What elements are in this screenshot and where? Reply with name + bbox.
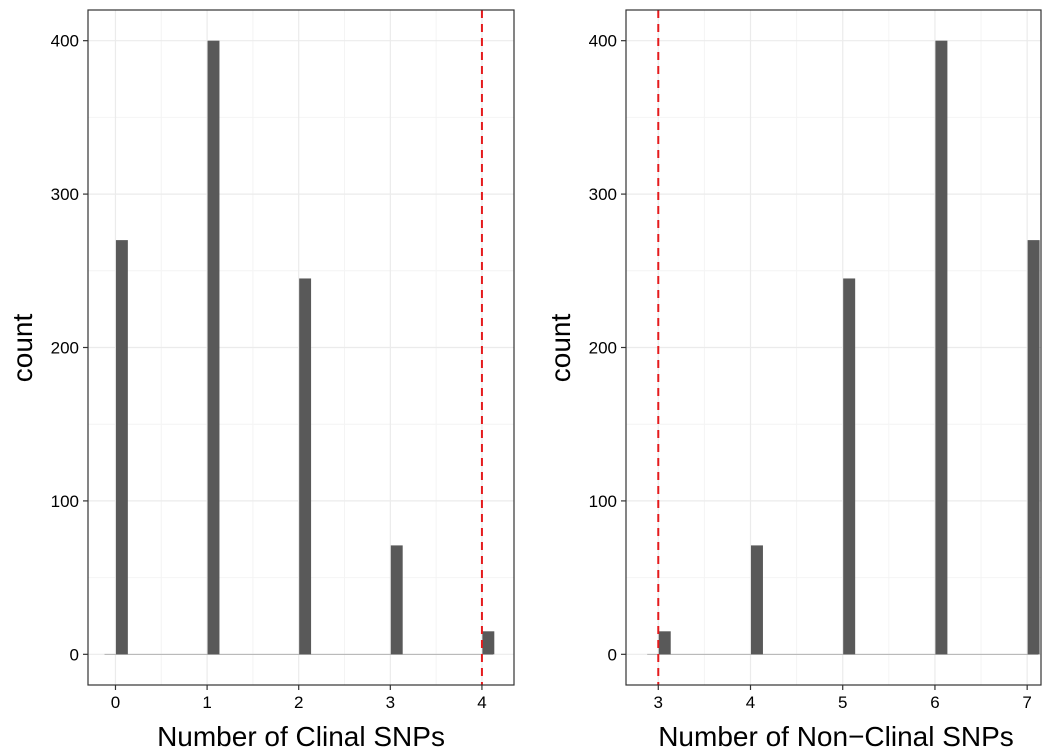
left-bar-4: [482, 631, 495, 655]
right-bar-7: [1027, 240, 1040, 655]
left-bar-3: [390, 545, 403, 655]
right-plot-area: [625, 9, 1042, 686]
left-y-tick-label: 400: [51, 32, 79, 51]
left-y-axis: 0 100 200 300 400: [51, 32, 88, 664]
left-x-axis-title: Number of Clinal SNPs: [157, 721, 445, 752]
right-y-tick-label: 400: [589, 32, 617, 51]
left-x-tick-label: 0: [111, 693, 120, 712]
right-y-tick-label: 100: [589, 492, 617, 511]
right-x-axis: 3 4 5 6 7: [654, 685, 1032, 712]
left-y-tick-label: 100: [51, 492, 79, 511]
right-y-axis: 0 100 200 300 400: [589, 32, 626, 664]
left-x-tick-label: 4: [477, 693, 486, 712]
right-y-tick-label: 0: [608, 645, 617, 664]
right-bar-6: [935, 40, 948, 655]
left-bar-2: [299, 278, 312, 655]
left-x-tick-label: 1: [202, 693, 211, 712]
right-y-axis-title: count: [545, 314, 576, 383]
left-panel: 0 100 200 300 400 0 1 2 3 4 Number of Clinal SNP…: [7, 9, 515, 752]
right-y-tick-label: 300: [589, 185, 617, 204]
right-x-axis-title: Number of Non−Clinal SNPs: [658, 721, 1014, 752]
right-x-tick-label: 4: [746, 693, 755, 712]
right-bars: [658, 40, 1040, 655]
right-x-tick-label: 7: [1022, 693, 1031, 712]
left-y-tick-label: 0: [70, 645, 79, 664]
left-x-axis: 0 1 2 3 4: [111, 685, 487, 712]
right-x-tick-label: 5: [838, 693, 847, 712]
left-y-tick-label: 300: [51, 185, 79, 204]
right-bar-3: [658, 631, 671, 655]
right-bar-4: [750, 545, 763, 655]
left-y-tick-label: 200: [51, 339, 79, 358]
right-panel: 0 100 200 300 400 3 4 5 6 7 Number of Non−Clinal…: [545, 9, 1042, 752]
left-bar-0: [115, 240, 128, 655]
right-y-tick-label: 200: [589, 339, 617, 358]
left-x-tick-label: 2: [294, 693, 303, 712]
right-bar-5: [843, 278, 856, 655]
right-x-tick-label: 6: [930, 693, 939, 712]
left-y-axis-title: count: [7, 314, 38, 383]
right-x-tick-label: 3: [654, 693, 663, 712]
left-bar-1: [207, 40, 220, 655]
left-bars: [115, 40, 495, 655]
left-x-tick-label: 3: [386, 693, 395, 712]
left-plot-area: [87, 9, 515, 686]
